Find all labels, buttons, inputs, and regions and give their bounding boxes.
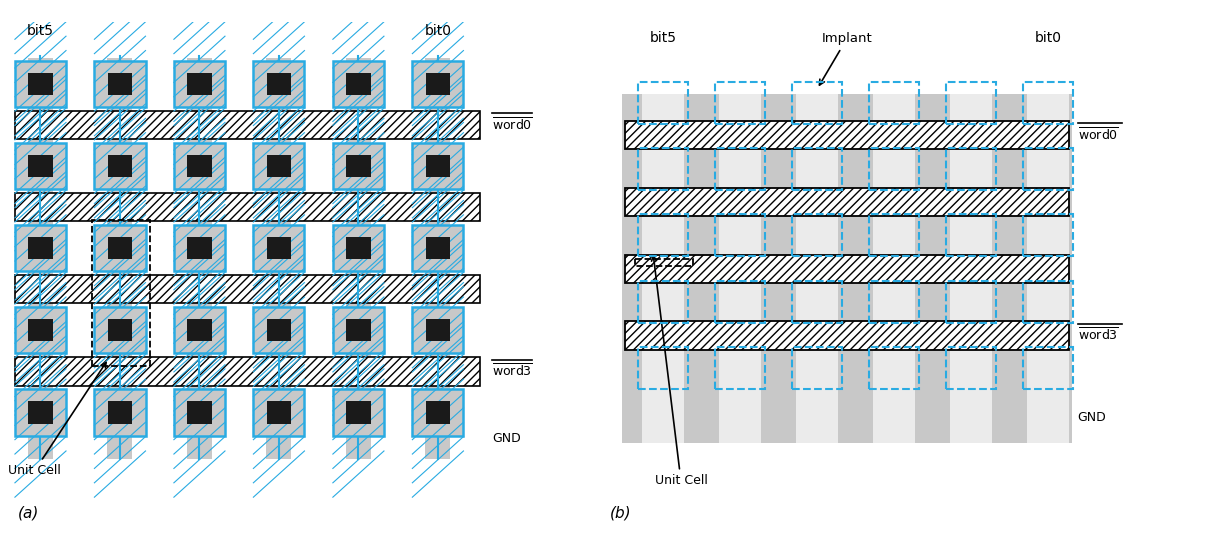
- Text: Unit Cell: Unit Cell: [8, 363, 106, 477]
- FancyBboxPatch shape: [625, 121, 1069, 150]
- FancyBboxPatch shape: [187, 155, 211, 177]
- FancyBboxPatch shape: [14, 193, 481, 221]
- FancyBboxPatch shape: [425, 401, 451, 424]
- FancyBboxPatch shape: [625, 188, 1069, 216]
- FancyBboxPatch shape: [254, 389, 304, 436]
- FancyBboxPatch shape: [94, 389, 145, 436]
- Text: bit5: bit5: [27, 24, 54, 38]
- Bar: [345, 58, 371, 459]
- FancyBboxPatch shape: [267, 237, 291, 259]
- FancyBboxPatch shape: [187, 401, 211, 424]
- FancyBboxPatch shape: [267, 401, 291, 424]
- FancyBboxPatch shape: [625, 321, 1069, 349]
- FancyBboxPatch shape: [14, 143, 66, 189]
- FancyBboxPatch shape: [347, 155, 371, 177]
- FancyBboxPatch shape: [1027, 94, 1069, 443]
- Bar: [28, 58, 53, 459]
- FancyBboxPatch shape: [94, 307, 145, 353]
- FancyBboxPatch shape: [412, 307, 464, 353]
- Text: Implant: Implant: [819, 32, 872, 85]
- FancyBboxPatch shape: [720, 94, 761, 443]
- Text: Unit Cell: Unit Cell: [651, 256, 708, 487]
- FancyBboxPatch shape: [94, 61, 145, 107]
- FancyBboxPatch shape: [425, 237, 451, 259]
- FancyBboxPatch shape: [14, 111, 481, 139]
- FancyBboxPatch shape: [14, 275, 481, 304]
- FancyBboxPatch shape: [108, 73, 132, 95]
- FancyBboxPatch shape: [174, 389, 225, 436]
- FancyBboxPatch shape: [951, 94, 992, 443]
- Text: bit0: bit0: [1034, 31, 1062, 45]
- FancyBboxPatch shape: [108, 401, 132, 424]
- Bar: [187, 58, 211, 459]
- Text: $\overline{\rm word3}$: $\overline{\rm word3}$: [492, 363, 533, 379]
- FancyBboxPatch shape: [333, 61, 384, 107]
- FancyBboxPatch shape: [622, 94, 1071, 443]
- FancyBboxPatch shape: [174, 307, 225, 353]
- Bar: [425, 58, 451, 459]
- FancyBboxPatch shape: [108, 237, 132, 259]
- FancyBboxPatch shape: [412, 225, 464, 271]
- Bar: [108, 58, 133, 459]
- Text: (b): (b): [610, 506, 632, 520]
- FancyBboxPatch shape: [347, 401, 371, 424]
- FancyBboxPatch shape: [174, 225, 225, 271]
- FancyBboxPatch shape: [425, 155, 451, 177]
- FancyBboxPatch shape: [347, 319, 371, 341]
- FancyBboxPatch shape: [425, 73, 451, 95]
- FancyBboxPatch shape: [14, 61, 66, 107]
- Text: $\overline{\rm word0}$: $\overline{\rm word0}$: [492, 117, 533, 133]
- FancyBboxPatch shape: [94, 225, 145, 271]
- FancyBboxPatch shape: [187, 237, 211, 259]
- FancyBboxPatch shape: [267, 155, 291, 177]
- Text: (a): (a): [18, 506, 39, 520]
- FancyBboxPatch shape: [333, 225, 384, 271]
- Text: bit5: bit5: [650, 31, 676, 45]
- FancyBboxPatch shape: [187, 73, 211, 95]
- Text: GND: GND: [492, 432, 521, 445]
- FancyBboxPatch shape: [28, 155, 53, 177]
- FancyBboxPatch shape: [425, 319, 451, 341]
- FancyBboxPatch shape: [412, 61, 464, 107]
- FancyBboxPatch shape: [254, 143, 304, 189]
- FancyBboxPatch shape: [14, 389, 66, 436]
- Text: GND: GND: [1078, 411, 1107, 424]
- FancyBboxPatch shape: [347, 237, 371, 259]
- FancyBboxPatch shape: [28, 73, 53, 95]
- FancyBboxPatch shape: [643, 94, 684, 443]
- Text: $\overline{\rm word3}$: $\overline{\rm word3}$: [1078, 327, 1119, 344]
- FancyBboxPatch shape: [267, 73, 291, 95]
- FancyBboxPatch shape: [625, 254, 1069, 283]
- FancyBboxPatch shape: [108, 319, 132, 341]
- Bar: [267, 58, 291, 459]
- FancyBboxPatch shape: [333, 307, 384, 353]
- FancyBboxPatch shape: [254, 61, 304, 107]
- FancyBboxPatch shape: [347, 73, 371, 95]
- FancyBboxPatch shape: [254, 225, 304, 271]
- FancyBboxPatch shape: [796, 94, 838, 443]
- FancyBboxPatch shape: [94, 143, 145, 189]
- FancyBboxPatch shape: [412, 143, 464, 189]
- FancyBboxPatch shape: [14, 225, 66, 271]
- FancyBboxPatch shape: [333, 389, 384, 436]
- FancyBboxPatch shape: [174, 61, 225, 107]
- FancyBboxPatch shape: [873, 94, 914, 443]
- FancyBboxPatch shape: [412, 389, 464, 436]
- FancyBboxPatch shape: [14, 307, 66, 353]
- FancyBboxPatch shape: [267, 319, 291, 341]
- FancyBboxPatch shape: [28, 401, 53, 424]
- Text: bit0: bit0: [424, 24, 452, 38]
- FancyBboxPatch shape: [14, 357, 481, 386]
- FancyBboxPatch shape: [28, 319, 53, 341]
- FancyBboxPatch shape: [108, 155, 132, 177]
- FancyBboxPatch shape: [333, 143, 384, 189]
- FancyBboxPatch shape: [174, 143, 225, 189]
- FancyBboxPatch shape: [28, 237, 53, 259]
- Text: $\overline{\rm word0}$: $\overline{\rm word0}$: [1078, 127, 1119, 143]
- FancyBboxPatch shape: [254, 307, 304, 353]
- FancyBboxPatch shape: [187, 319, 211, 341]
